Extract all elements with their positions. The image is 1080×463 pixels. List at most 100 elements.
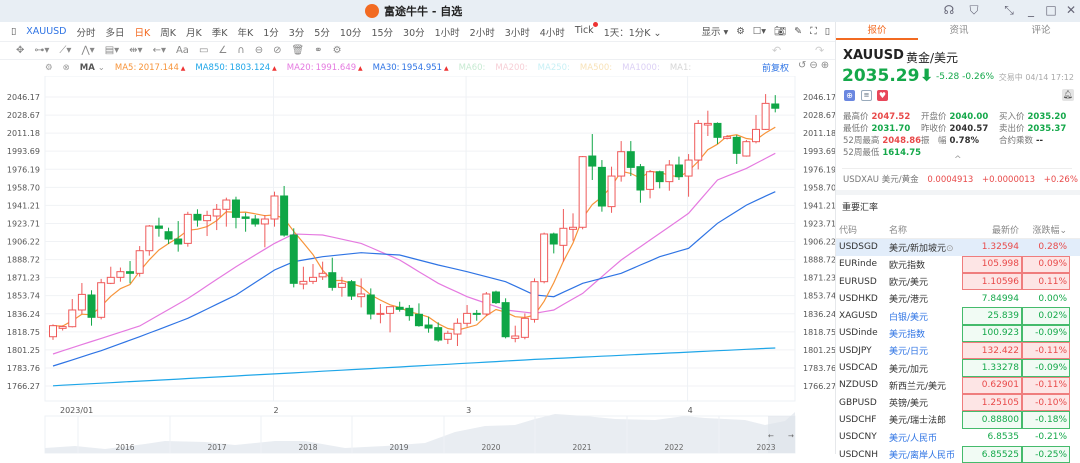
table-row[interactable]: USDCNY 美元/人民币 6.8535 -0.21% <box>836 429 1080 446</box>
shrink-icon[interactable]: ⤡ <box>1004 3 1014 17</box>
indicator-select[interactable]: MA ⌄ <box>79 63 105 73</box>
fullscreen-icon[interactable]: ⛶ <box>810 25 817 37</box>
settings-icon[interactable]: ⚙ <box>736 25 745 37</box>
favorite-heart-icon[interactable]: ♥ <box>877 90 888 101</box>
tab-news[interactable]: 资讯 <box>949 25 969 36</box>
drawing-settings-icon[interactable]: ⚙ <box>332 45 342 56</box>
table-row[interactable]: USDCHF 美元/瑞士法郎 0.88800 -0.18% <box>836 411 1080 429</box>
period-tab[interactable]: Tick <box>570 21 599 39</box>
minimize-icon[interactable]: _ <box>1028 3 1034 17</box>
col-price[interactable]: 最新价 <box>962 221 1022 239</box>
radio-icon[interactable]: ⊙ <box>946 243 954 254</box>
redo-icon[interactable]: ↷ <box>815 44 825 57</box>
headset-icon[interactable]: ☊ <box>943 3 955 17</box>
reset-zoom-icon[interactable]: ↺ <box>798 60 807 71</box>
display-dropdown[interactable]: 显示 ▾ <box>701 27 729 38</box>
lock-icon[interactable]: ⊖ <box>254 45 264 56</box>
navigator-right-handle-icon[interactable]: → <box>788 432 794 440</box>
period-tab[interactable]: 1分 <box>258 25 284 39</box>
measure-tool-icon[interactable]: ⇹▾ <box>129 45 143 56</box>
rate-name[interactable]: 美元/日元 <box>886 342 962 359</box>
wave-tool-icon[interactable]: ⋀▾ <box>81 45 95 56</box>
col-change[interactable]: 涨跌幅⌄ <box>1022 221 1070 239</box>
period-tab[interactable]: 1小时 <box>430 25 465 39</box>
trash-icon[interactable]: 🗑︎ <box>291 45 305 56</box>
close-icon[interactable]: ✕ <box>1065 3 1077 17</box>
table-row[interactable]: EURUSD 欧元/美元 1.10596 0.11% <box>836 272 1080 291</box>
adjust-mode-button[interactable]: 前复权 <box>762 64 790 74</box>
period-tab[interactable]: 周K <box>155 25 181 39</box>
period-tab[interactable]: 30分 <box>398 25 430 39</box>
undo-icon[interactable]: ↶ <box>772 44 782 57</box>
maximize-icon[interactable]: □ <box>1045 3 1057 17</box>
text-tool-icon[interactable]: Aa <box>175 45 189 56</box>
period-tab[interactable]: 年K <box>232 25 258 39</box>
col-code[interactable]: 代码 <box>836 221 886 239</box>
period-tab[interactable]: 多日 <box>101 25 130 39</box>
rate-name[interactable]: 白银/美元 <box>886 307 962 324</box>
period-tab[interactable]: 3小时 <box>500 25 535 39</box>
tab-quote[interactable]: 报价 <box>836 22 918 40</box>
arrow-tool-icon[interactable]: ←▾ <box>152 45 166 56</box>
rate-name[interactable]: 美元/人民币 <box>886 429 962 446</box>
legend-settings-icon[interactable]: ⚙ <box>45 63 53 73</box>
move-icon[interactable]: ✥ <box>16 45 25 56</box>
fib-tool-icon[interactable]: ▤▾ <box>104 45 120 56</box>
period-tab[interactable]: 15分 <box>366 25 398 39</box>
period-tab[interactable]: 分时 <box>72 25 101 39</box>
polyline-tool-icon[interactable]: ⟋▾ <box>59 45 72 56</box>
table-row[interactable]: EURinde 欧元指数 105.998 0.09% <box>836 255 1080 273</box>
pen-icon[interactable]: ✎ <box>794 25 803 37</box>
period-tab[interactable]: 月K <box>181 25 207 39</box>
collapse-chevron-icon[interactable]: ^ <box>954 155 962 165</box>
col-name[interactable]: 名称 <box>886 221 962 239</box>
candlestick-chart[interactable]: 2046.17 2046.17 2028.67 2028.67 2011.18 2011.… <box>0 76 835 454</box>
legend-item[interactable]: MA5: 2017.144 ▲ <box>115 63 186 73</box>
legend-item[interactable]: MA1000: <box>622 63 660 73</box>
legend-item[interactable]: MA850: 1803.124 ▲ <box>195 63 276 73</box>
legend-item[interactable]: MA30: 1954.951 ▲ <box>373 63 449 73</box>
period-tab[interactable]: 4小时 <box>535 25 570 39</box>
table-row[interactable]: USDCNH 美元/离岸人民币 6.85525 -0.25% <box>836 445 1080 463</box>
table-row[interactable]: USDHKD 美元/港元 7.84994 0.00% <box>836 290 1080 307</box>
table-row[interactable]: USDJPY 美元/日元 132.422 -0.11% <box>836 342 1080 360</box>
link-icon[interactable]: ⚭ <box>314 45 323 56</box>
period-tab[interactable]: 3分 <box>284 25 310 39</box>
alert-bell-icon[interactable]: 🔔︎ <box>1062 89 1074 101</box>
period-tab[interactable]: 1天：1分K ⌄ <box>599 25 667 39</box>
shirt-icon[interactable]: ⛉ <box>969 3 979 17</box>
period-tab[interactable]: 日K <box>130 25 156 39</box>
table-row[interactable]: XAGUSD 白银/美元 25.839 0.02% <box>836 307 1080 325</box>
rate-name[interactable]: 美元/离岸人民币 <box>886 446 962 463</box>
comment-tool-icon[interactable]: ▭ <box>198 45 209 56</box>
legend-item[interactable]: MA60: <box>459 63 486 73</box>
table-row[interactable]: USDCAD 美元/加元 1.33278 -0.09% <box>836 359 1080 377</box>
legend-item[interactable]: MA1: <box>670 63 691 73</box>
zoom-in-icon[interactable]: ⊕ <box>820 60 830 71</box>
table-row[interactable]: USDinde 美元指数 100.923 -0.09% <box>836 324 1080 343</box>
sidebar-toggle-icon[interactable]: ▯ <box>11 26 17 37</box>
legend-close-icon[interactable]: ⊗ <box>62 63 70 73</box>
camera-icon[interactable]: 📷︎ <box>774 25 787 37</box>
hide-icon[interactable]: ⊘ <box>273 45 282 56</box>
panel-toggle-icon[interactable]: ▯ <box>824 25 830 37</box>
layout-icon[interactable]: ☐▾ <box>752 25 767 37</box>
table-row[interactable]: GBPUSD 英镑/美元 1.25105 -0.10% <box>836 393 1080 412</box>
inverse-quote-row[interactable]: USDXAU 美元/黄金 0.0004913 +0.0000013 +0.26% <box>843 173 1078 185</box>
zoom-out-icon[interactable]: ⊖ <box>809 60 818 71</box>
table-row[interactable]: NZDUSD 新西兰元/美元 0.62901 -0.11% <box>836 376 1080 394</box>
note-icon[interactable]: ≡ <box>861 90 872 101</box>
globe-icon[interactable]: ⊕ <box>844 90 855 101</box>
symbol-label[interactable]: XAUUSD <box>26 26 67 37</box>
legend-item[interactable]: MA20: 1991.649 ▲ <box>287 63 363 73</box>
line-tool-icon[interactable]: ⊶▾ <box>34 45 50 56</box>
angle-icon[interactable]: ∠ <box>218 45 228 56</box>
table-row[interactable]: USDSGD 美元/新加坡元⊙ 1.32594 0.28% <box>836 238 1080 256</box>
navigator-left-handle-icon[interactable]: ← <box>768 432 774 440</box>
magnet-icon[interactable]: ∩ <box>237 45 245 56</box>
navigator-window[interactable] <box>768 416 795 453</box>
legend-item[interactable]: MA500: <box>580 63 612 73</box>
period-tab[interactable]: 5分 <box>309 25 335 39</box>
period-tab[interactable]: 季K <box>207 25 233 39</box>
tab-comments[interactable]: 评论 <box>1031 25 1051 36</box>
